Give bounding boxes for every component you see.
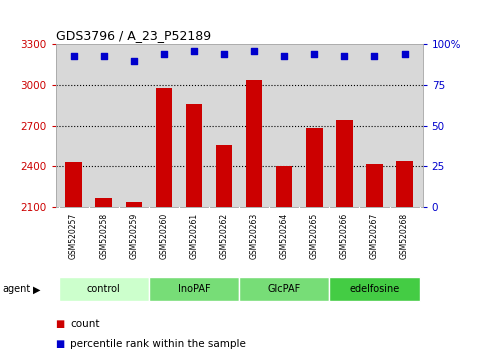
Point — [341, 53, 348, 58]
Bar — [239, 278, 329, 301]
Point — [70, 53, 77, 58]
Text: GSM520259: GSM520259 — [129, 213, 138, 259]
Point — [311, 51, 318, 57]
Text: percentile rank within the sample: percentile rank within the sample — [70, 339, 246, 349]
Bar — [149, 278, 239, 301]
Bar — [185, 104, 202, 207]
Bar — [366, 164, 383, 207]
Text: GSM520257: GSM520257 — [69, 213, 78, 259]
Bar — [306, 129, 323, 207]
Text: GSM520266: GSM520266 — [340, 213, 349, 259]
Text: edelfosine: edelfosine — [349, 284, 399, 295]
Bar — [336, 120, 353, 207]
Point — [370, 53, 378, 58]
Text: ■: ■ — [56, 319, 65, 329]
Point — [280, 53, 288, 58]
Text: count: count — [70, 319, 99, 329]
Text: GSM520258: GSM520258 — [99, 213, 108, 259]
Text: ■: ■ — [56, 339, 65, 349]
Text: GSM520260: GSM520260 — [159, 213, 169, 259]
Bar — [216, 145, 232, 207]
Bar — [156, 88, 172, 207]
Point — [401, 51, 409, 57]
Bar — [329, 278, 420, 301]
Text: control: control — [87, 284, 121, 295]
Bar — [396, 161, 413, 207]
Point — [160, 51, 168, 57]
Text: InoPAF: InoPAF — [178, 284, 210, 295]
Text: GlcPAF: GlcPAF — [268, 284, 301, 295]
Text: GSM520262: GSM520262 — [220, 213, 228, 259]
Text: agent: agent — [2, 284, 30, 295]
Text: GSM520267: GSM520267 — [370, 213, 379, 259]
Point — [100, 53, 108, 58]
Text: ▶: ▶ — [33, 284, 41, 295]
Text: GSM520261: GSM520261 — [189, 213, 199, 259]
Bar — [58, 278, 149, 301]
Point — [220, 51, 228, 57]
Point — [190, 48, 198, 53]
Point — [130, 58, 138, 63]
Text: GDS3796 / A_23_P52189: GDS3796 / A_23_P52189 — [56, 29, 211, 42]
Text: GSM520268: GSM520268 — [400, 213, 409, 259]
Text: GSM520263: GSM520263 — [250, 213, 258, 259]
Bar — [246, 80, 262, 207]
Bar — [126, 202, 142, 207]
Point — [250, 48, 258, 53]
Text: GSM520265: GSM520265 — [310, 213, 319, 259]
Bar — [276, 166, 293, 207]
Bar — [65, 162, 82, 207]
Text: GSM520264: GSM520264 — [280, 213, 289, 259]
Bar — [96, 198, 112, 207]
